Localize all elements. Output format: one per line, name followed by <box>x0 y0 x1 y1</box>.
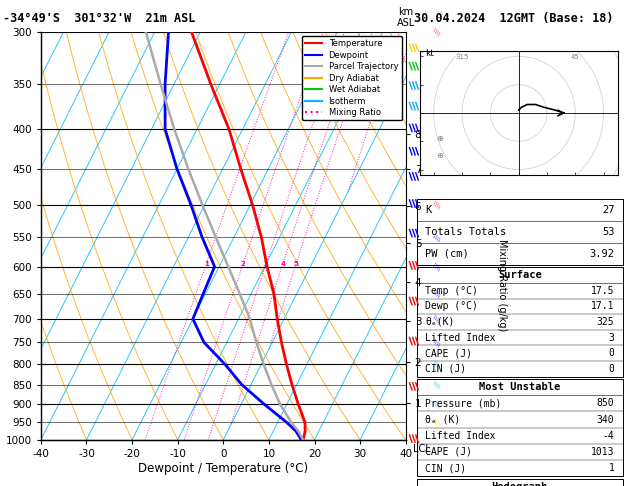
Text: -4: -4 <box>603 431 615 441</box>
Text: 1013: 1013 <box>591 447 615 457</box>
Text: 30.04.2024  12GMT (Base: 18): 30.04.2024 12GMT (Base: 18) <box>414 12 613 25</box>
Text: ⊕: ⊕ <box>436 134 443 143</box>
Text: -34°49'S  301°32'W  21m ASL: -34°49'S 301°32'W 21m ASL <box>3 12 196 25</box>
Text: Pressure (mb): Pressure (mb) <box>425 399 502 408</box>
Text: 3: 3 <box>264 261 269 267</box>
Text: \\\\: \\\\ <box>431 232 441 242</box>
Text: 4: 4 <box>281 261 285 267</box>
Text: 325: 325 <box>597 317 615 327</box>
Y-axis label: hPa: hPa <box>0 225 3 246</box>
Text: Surface: Surface <box>498 270 542 280</box>
Text: 2: 2 <box>241 261 245 267</box>
Text: 27: 27 <box>602 205 615 215</box>
Text: \\\\: \\\\ <box>431 79 441 88</box>
Text: Mixing Ratio (g/kg): Mixing Ratio (g/kg) <box>497 239 507 331</box>
Text: Totals Totals: Totals Totals <box>425 227 506 237</box>
Text: \\\\: \\\\ <box>431 262 441 271</box>
Text: \\\\: \\\\ <box>431 289 441 298</box>
Text: 5: 5 <box>294 261 299 267</box>
Text: \\\\: \\\\ <box>431 164 441 174</box>
Text: CAPE (J): CAPE (J) <box>425 447 472 457</box>
Text: θₑ (K): θₑ (K) <box>425 415 460 425</box>
Text: km
ASL: km ASL <box>396 7 415 28</box>
Text: \\\\: \\\\ <box>431 380 441 389</box>
Text: \\\\: \\\\ <box>431 124 441 134</box>
Text: 0: 0 <box>609 348 615 358</box>
Text: 1: 1 <box>204 261 209 267</box>
Text: Lifted Index: Lifted Index <box>425 431 496 441</box>
Text: CAPE (J): CAPE (J) <box>425 348 472 358</box>
X-axis label: Dewpoint / Temperature (°C): Dewpoint / Temperature (°C) <box>138 462 308 475</box>
Text: \\\\: \\\\ <box>431 27 441 36</box>
Text: PW (cm): PW (cm) <box>425 249 469 259</box>
Text: Most Unstable: Most Unstable <box>479 382 560 392</box>
Text: ⊕: ⊕ <box>436 151 443 160</box>
Text: 850: 850 <box>597 399 615 408</box>
Text: 45: 45 <box>571 54 579 60</box>
Text: \\\\: \\\\ <box>431 359 441 369</box>
Text: CIN (J): CIN (J) <box>425 364 466 374</box>
Text: \\\\: \\\\ <box>431 200 441 209</box>
Text: Dewp (°C): Dewp (°C) <box>425 301 478 312</box>
Text: 53: 53 <box>602 227 615 237</box>
Text: K: K <box>425 205 431 215</box>
Text: \\\\: \\\\ <box>431 399 441 409</box>
Text: \\\\: \\\\ <box>431 314 441 324</box>
Legend: Temperature, Dewpoint, Parcel Trajectory, Dry Adiabat, Wet Adiabat, Isotherm, Mi: Temperature, Dewpoint, Parcel Trajectory… <box>302 36 401 121</box>
Text: \\\\: \\\\ <box>431 337 441 347</box>
Text: Lifted Index: Lifted Index <box>425 332 496 343</box>
Text: \\\\: \\\\ <box>431 417 441 427</box>
Text: 3.92: 3.92 <box>589 249 615 259</box>
Text: 17.1: 17.1 <box>591 301 615 312</box>
Text: 1: 1 <box>609 463 615 473</box>
Text: 0: 0 <box>609 364 615 374</box>
Text: θₑ(K): θₑ(K) <box>425 317 455 327</box>
Text: 340: 340 <box>597 415 615 425</box>
Text: CIN (J): CIN (J) <box>425 463 466 473</box>
Text: LCL: LCL <box>413 444 431 454</box>
Text: kt: kt <box>425 50 434 58</box>
Text: Hodograph: Hodograph <box>492 482 548 486</box>
Text: 315: 315 <box>456 54 469 60</box>
Text: Temp (°C): Temp (°C) <box>425 286 478 296</box>
Text: 3: 3 <box>609 332 615 343</box>
Text: 17.5: 17.5 <box>591 286 615 296</box>
